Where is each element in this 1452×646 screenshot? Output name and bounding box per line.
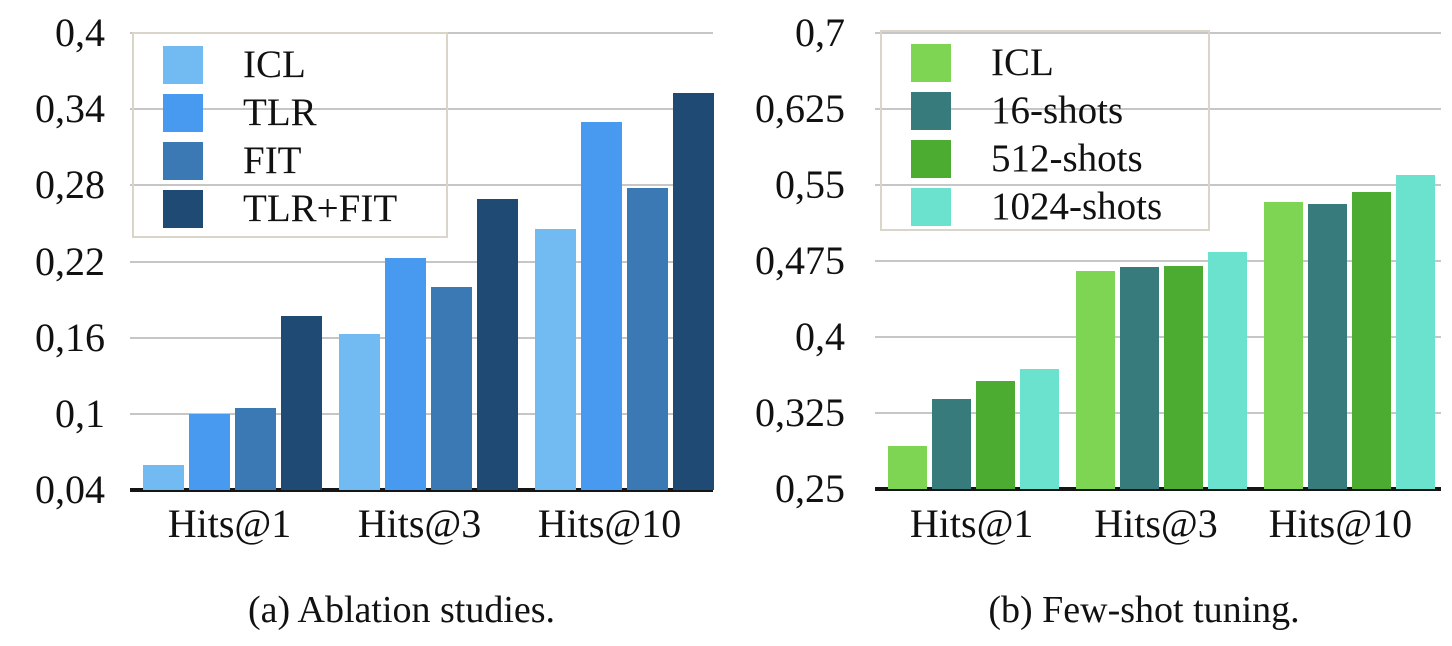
bar-512-shots bbox=[1352, 192, 1391, 489]
bar-group-hits-1 bbox=[888, 369, 1059, 489]
legend-item-tlr: TLR bbox=[134, 89, 446, 137]
legend-label: 1024-shots bbox=[991, 185, 1163, 228]
x-axis-labels: Hits@1 Hits@3 Hits@10 bbox=[130, 497, 713, 551]
y-tick-label: 0,25 bbox=[775, 466, 845, 511]
y-tick-label: 0,22 bbox=[35, 238, 105, 284]
bar-512-shots bbox=[1164, 266, 1203, 489]
bar-fit bbox=[235, 407, 276, 490]
bar-tlr bbox=[581, 121, 622, 490]
x-axis-labels: Hits@1 Hits@3 Hits@10 bbox=[875, 497, 1441, 551]
bar-tlr bbox=[385, 257, 426, 490]
bar-group-hits-3 bbox=[1076, 251, 1247, 489]
x-tick-label: Hits@3 bbox=[357, 501, 482, 546]
bar-tlr-fit bbox=[673, 92, 714, 490]
gridline bbox=[130, 184, 713, 187]
legend-label: FIT bbox=[243, 139, 302, 182]
bar-tlr bbox=[189, 413, 230, 490]
bar-16-shots bbox=[932, 398, 971, 489]
gridline bbox=[875, 32, 1441, 34]
gridline bbox=[875, 108, 1441, 110]
legend-label: TLR bbox=[243, 91, 317, 134]
bar-icl bbox=[535, 228, 576, 490]
bar-icl bbox=[888, 446, 927, 489]
legend-item-tlr-fit: TLR+FIT bbox=[134, 185, 446, 233]
bar-icl bbox=[143, 464, 184, 490]
legend-swatch-icon bbox=[911, 188, 951, 226]
gridline bbox=[875, 184, 1441, 186]
x-tick-label: Hits@1 bbox=[909, 501, 1034, 546]
legend-item-fit: FIT bbox=[134, 137, 446, 185]
chart-panel-ablation: 0,4 0,34 0,28 0,22 0,16 0,1 0,04 ICL TLR FIT TLR+… bbox=[0, 0, 714, 646]
x-axis-line bbox=[875, 487, 1441, 491]
legend-label: 512-shots bbox=[991, 137, 1143, 180]
plot-area: ICL TLR FIT TLR+FIT bbox=[130, 32, 714, 492]
y-axis-ticks: 0,4 0,34 0,28 0,22 0,16 0,1 0,04 bbox=[0, 0, 105, 560]
bar-fit bbox=[627, 187, 668, 490]
legend-box: ICL TLR FIT TLR+FIT bbox=[132, 32, 448, 238]
bar-tlr-fit bbox=[477, 199, 518, 490]
chart-caption: (b) Few-shot tuning. bbox=[988, 589, 1300, 631]
legend-item-512-shots: 512-shots bbox=[882, 135, 1208, 183]
bar-groups bbox=[130, 33, 714, 490]
bar-1024-shots bbox=[1208, 251, 1247, 489]
y-tick-label: 0,55 bbox=[775, 162, 845, 207]
chart-panel-few-shot: 0,7 0,625 0,55 0,475 0,4 0,325 0,25 ICL 16-shot… bbox=[726, 0, 1452, 646]
legend-swatch-icon bbox=[163, 142, 203, 180]
y-tick-label: 0,325 bbox=[755, 390, 845, 435]
y-tick-label: 0,04 bbox=[35, 467, 105, 512]
bar-groups bbox=[875, 33, 1441, 489]
y-tick-label: 0,28 bbox=[35, 162, 105, 208]
plot-area: ICL 16-shots 512-shots 1024-shots bbox=[875, 30, 1441, 491]
y-tick-label: 0,475 bbox=[755, 238, 845, 283]
x-tick-label: Hits@10 bbox=[1268, 501, 1413, 546]
legend-item-icl: ICL bbox=[882, 39, 1208, 87]
bar-tlr-fit bbox=[281, 316, 322, 490]
x-tick-label: Hits@3 bbox=[1094, 501, 1218, 546]
legend-label: TLR+FIT bbox=[243, 187, 398, 230]
legend-item-16-shots: 16-shots bbox=[882, 87, 1208, 135]
x-tick-label: Hits@1 bbox=[167, 501, 292, 546]
y-tick-label: 0,16 bbox=[35, 314, 105, 360]
y-tick-label: 0,625 bbox=[755, 86, 845, 131]
legend-label: ICL bbox=[243, 43, 306, 86]
bar-group-hits-10 bbox=[1264, 174, 1435, 489]
legend-label: ICL bbox=[991, 41, 1054, 84]
bar-fit bbox=[431, 286, 472, 490]
gridline bbox=[875, 260, 1441, 262]
bar-icl bbox=[1076, 271, 1115, 489]
legend-item-1024-shots: 1024-shots bbox=[882, 183, 1208, 231]
legend-box: ICL 16-shots 512-shots 1024-shots bbox=[880, 30, 1210, 231]
gridline bbox=[130, 108, 713, 111]
chart-caption: (a) Ablation studies. bbox=[247, 589, 556, 631]
legend-swatch-icon bbox=[163, 46, 203, 84]
y-axis-ticks: 0,7 0,625 0,55 0,475 0,4 0,325 0,25 bbox=[726, 0, 845, 560]
bar-512-shots bbox=[976, 380, 1015, 489]
y-tick-label: 0,1 bbox=[55, 390, 105, 436]
y-tick-label: 0,4 bbox=[55, 10, 105, 55]
bar-16-shots bbox=[1308, 204, 1347, 489]
bar-1024-shots bbox=[1020, 369, 1059, 489]
bar-icl bbox=[1264, 202, 1303, 489]
x-tick-label: Hits@10 bbox=[537, 501, 682, 546]
legend-swatch-icon bbox=[911, 92, 951, 130]
bar-icl bbox=[339, 333, 380, 490]
bar-group-hits-3 bbox=[339, 199, 518, 490]
y-tick-label: 0,4 bbox=[795, 314, 845, 359]
y-tick-label: 0,34 bbox=[35, 86, 105, 132]
bar-group-hits-1 bbox=[143, 316, 322, 490]
y-tick-label: 0,7 bbox=[795, 10, 845, 55]
legend-swatch-icon bbox=[911, 44, 951, 82]
x-axis-line bbox=[130, 488, 713, 492]
legend-swatch-icon bbox=[163, 94, 203, 132]
legend-label: 16-shots bbox=[991, 89, 1124, 132]
bar-group-hits-10 bbox=[535, 92, 714, 490]
bar-1024-shots bbox=[1396, 174, 1435, 489]
legend-swatch-icon bbox=[163, 190, 203, 228]
legend-swatch-icon bbox=[911, 140, 951, 178]
legend-item-icl: ICL bbox=[134, 41, 446, 89]
bar-16-shots bbox=[1120, 267, 1159, 489]
